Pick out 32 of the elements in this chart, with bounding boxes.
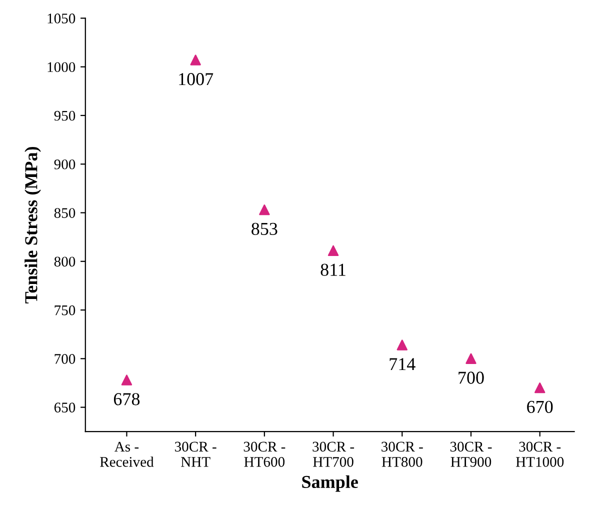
data-label: 714 xyxy=(390,358,416,370)
x-tick-label: 30CR - HT700 xyxy=(312,442,354,467)
point xyxy=(259,204,270,216)
y-tick-label: 750 xyxy=(54,305,76,316)
point xyxy=(328,245,339,256)
y-tick-label: 650 xyxy=(54,402,76,412)
data-label: 811 xyxy=(320,264,346,276)
x-tick-label: 30CR - HT1000 xyxy=(516,442,564,467)
y-tick-label: 950 xyxy=(54,110,76,121)
x-tick-label: 30CR - HT800 xyxy=(382,442,423,467)
x-tick-label: 30CR - NHT xyxy=(175,442,216,467)
point xyxy=(121,374,132,386)
y-tick-label: 1000 xyxy=(48,62,76,72)
data-label: 670 xyxy=(527,400,553,414)
y-tick-label: 800 xyxy=(54,256,76,267)
x-tick-label: 30CR - HT600 xyxy=(244,442,286,467)
y-tick-label: 1050 xyxy=(48,14,76,24)
y-tick-label: 700 xyxy=(54,354,76,364)
y-tick-label: 850 xyxy=(54,208,76,218)
point xyxy=(396,340,408,350)
x-tick-label: 30CR - HT900 xyxy=(450,442,492,467)
data-label: 1007 xyxy=(179,73,214,86)
y-tick-label: 900 xyxy=(54,159,76,170)
y-axis-title: Tensile Stress (MPa) xyxy=(24,146,41,304)
data-label: 700 xyxy=(458,372,484,384)
point xyxy=(190,54,201,66)
x-axis-title: Sample xyxy=(302,475,358,492)
data-label: 678 xyxy=(114,393,140,406)
point xyxy=(534,382,546,394)
point xyxy=(466,353,476,364)
x-tick-label: As - Received xyxy=(100,442,154,467)
data-label: 853 xyxy=(252,222,278,236)
